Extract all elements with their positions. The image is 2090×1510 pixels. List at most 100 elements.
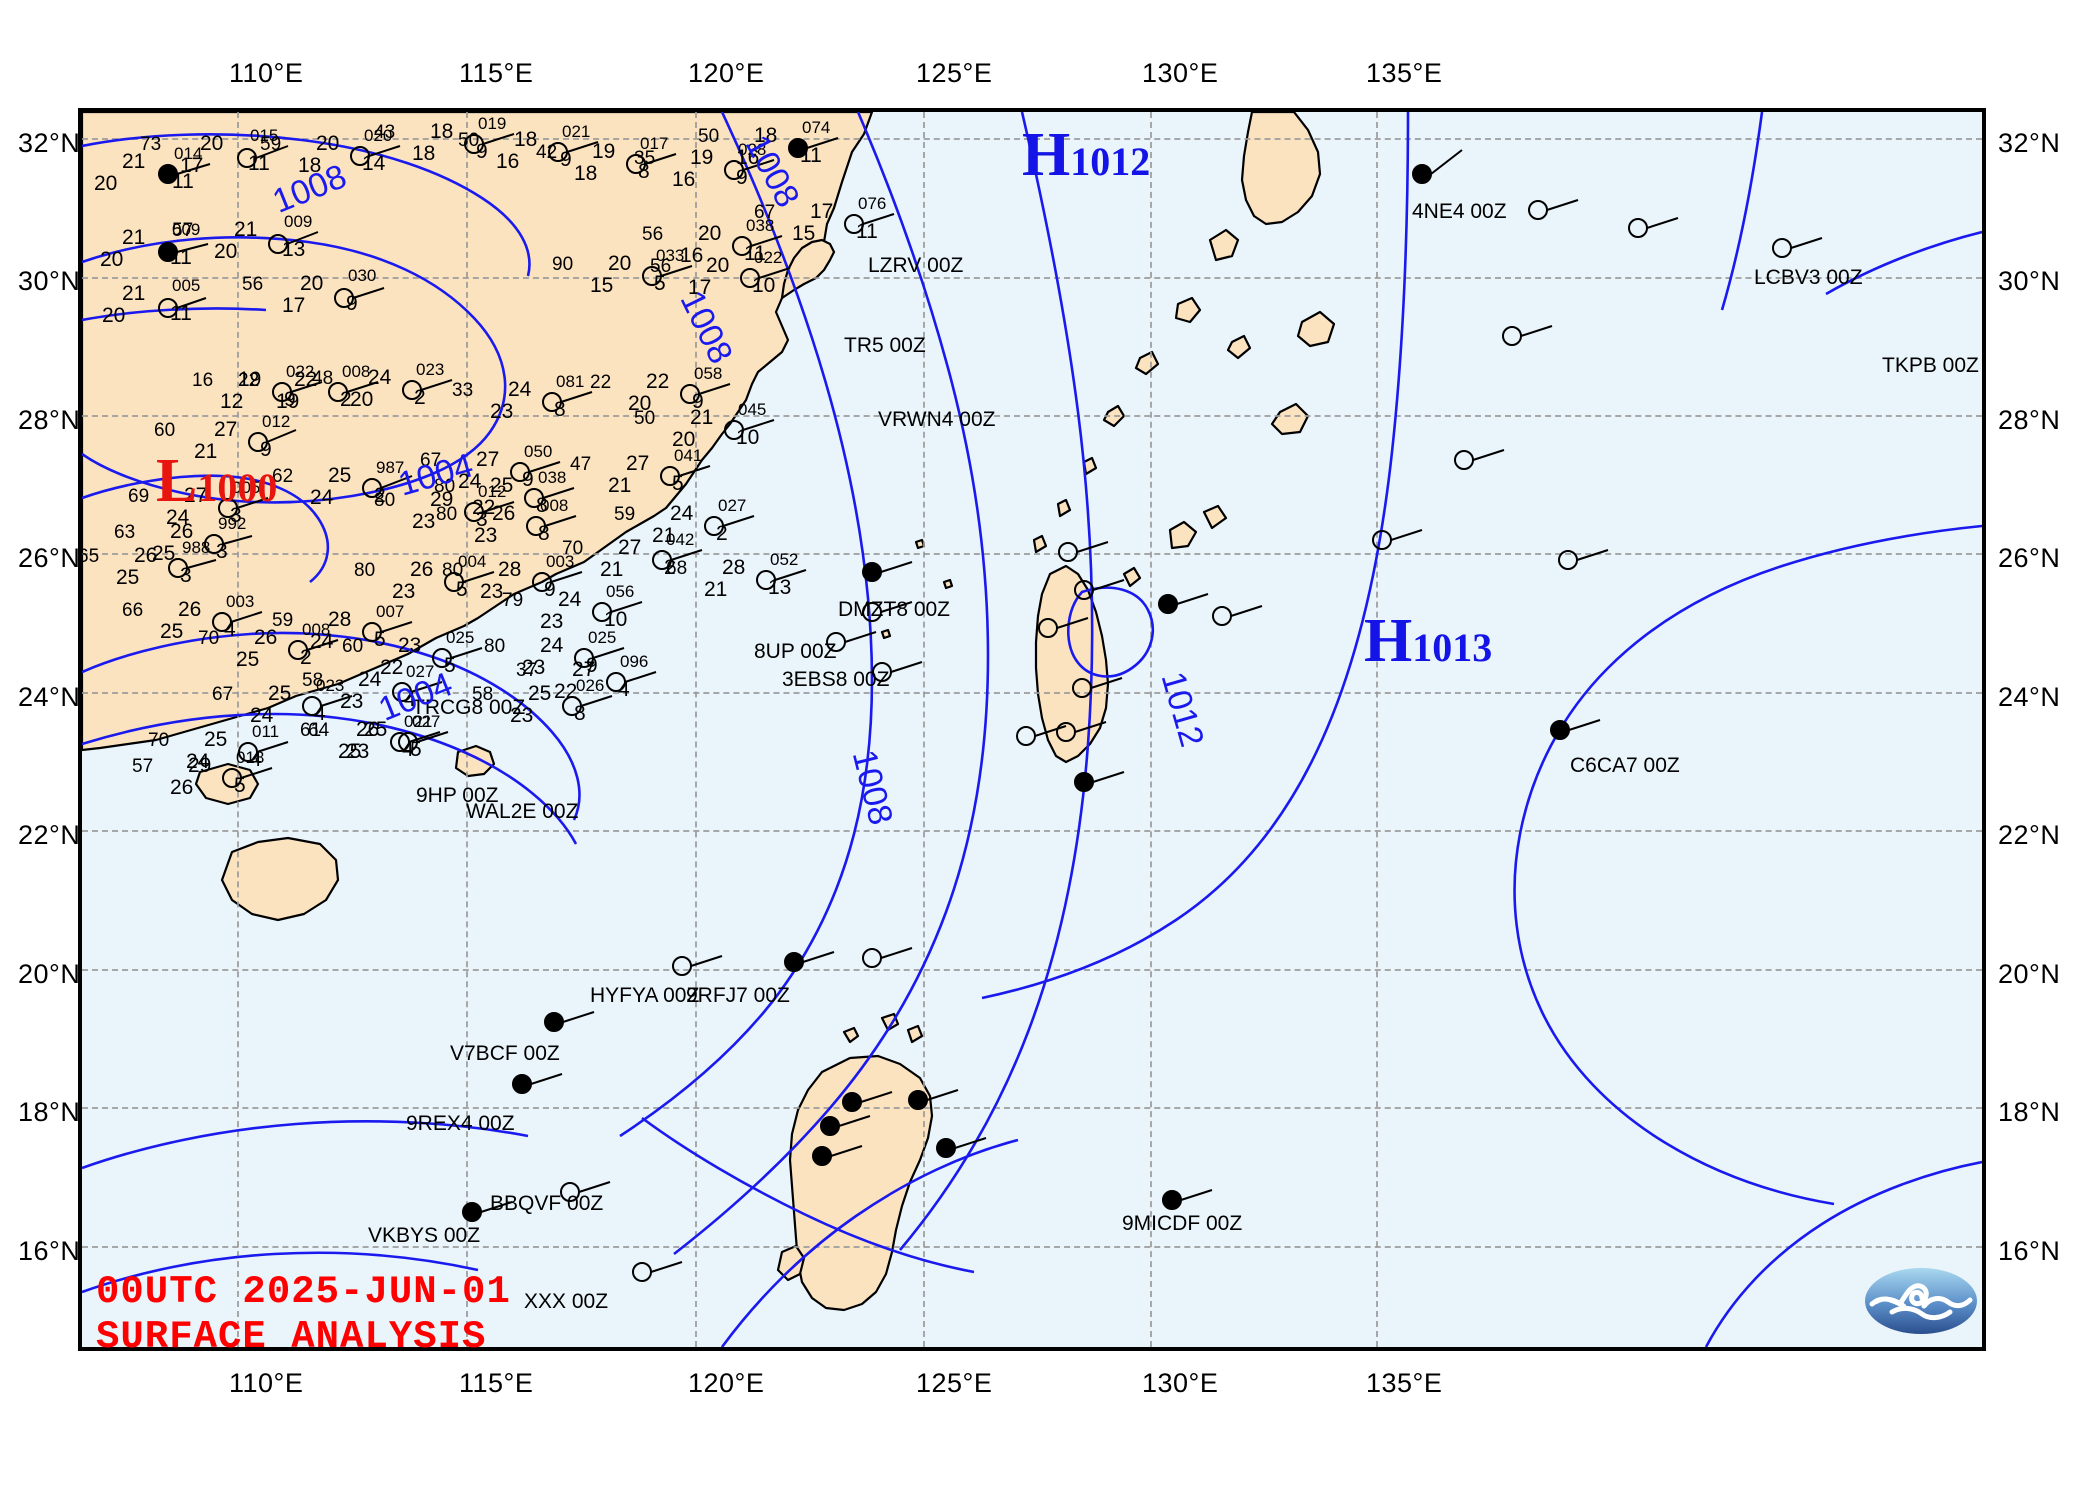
lat-tick-right-8: 16°N [1998,1236,2061,1266]
lon-tick-bot-3: 125°E [916,1368,993,1398]
station-pressure: 014 [174,144,203,163]
station-vis: 37 [516,660,538,681]
station-vis: 61 [300,720,322,741]
station-temp: 28 [328,608,352,631]
station-cloud: 11 [248,152,270,175]
lon-tick-top-5: 135°E [1366,58,1443,88]
station-temp: 25 [328,464,352,487]
station-dewpoint: 25 [116,566,140,589]
lon-tick-bot-4: 130°E [1142,1368,1219,1398]
station-pressure: 992 [218,514,247,533]
station-temp: 28 [722,556,746,579]
ship-id: TRCG8 00Z [412,696,526,719]
lat-tick-right-2: 28°N [1998,405,2061,435]
station-vis: 56 [242,274,264,295]
station-temp: 26 [170,520,194,543]
high-value: 1012 [1070,139,1151,184]
ship-id: 9REX4 00Z [406,1112,515,1135]
station-temp: 26 [134,544,158,567]
station-dewpoint: 20 [672,428,696,451]
station-cloud: 4 [224,618,236,641]
station-temp: 27 [618,536,642,559]
station-pressure: 052 [770,550,799,569]
lon-tick-bot-2: 120°E [688,1368,765,1398]
station-cloud: 9 [260,438,272,461]
lon-tick-top-3: 125°E [916,58,993,88]
station-vis: 22 [238,370,260,391]
station-temp: 24 [368,366,392,389]
station-vis: 79 [502,590,524,611]
station-pressure: 005 [232,478,261,497]
station-dewpoint: 18 [574,162,598,185]
lat-tick-left-1: 30°N [18,266,81,296]
ship-id: XXX 00Z [524,1290,609,1313]
station-vis: 35 [634,148,656,169]
station-temp: 27 [626,452,650,475]
lat-tick-left-8: 16°N [18,1236,81,1266]
station-dewpoint: 22 [554,680,578,703]
lat-tick-right-0: 32°N [1998,128,2061,158]
station-cloud: 2 [340,388,352,411]
station-pressure: 020 [364,126,393,145]
station-vis: 57 [172,220,194,241]
station-dewpoint: 22 [472,496,496,519]
station-temp: 19 [238,368,262,391]
station-dewpoint: 25 [236,648,260,671]
station-vis: 22 [590,372,612,393]
station-cloud: 9 [346,292,358,315]
station-cloud: 9 [544,578,556,601]
station-vis: 73 [78,154,79,176]
station-pressure: 096 [620,652,649,671]
station-vis: 65 [78,546,100,567]
station-temp: 19 [690,146,714,169]
high-symbol: H [1364,607,1413,675]
lon-tick-bot-1: 115°E [459,1368,534,1398]
lat-tick-right-1: 30°N [1998,266,2061,296]
analysis-type: SURFACE ANALYSIS [96,1314,487,1359]
station-pressure: 019 [478,114,507,133]
station-pressure: 021 [562,122,591,141]
gridline-lon-135 [1376,112,1378,1347]
station-dewpoint: 22 [380,656,404,679]
station-temp: 27 [572,658,596,681]
ship-id: 3EBS8 00Z [782,668,890,691]
station-temp: 26 [356,718,380,741]
station-vis: 80 [436,504,458,525]
station-cloud: 8 [554,398,566,421]
lon-tick-top-2: 120°E [688,58,765,88]
station-vis: 60 [342,636,364,657]
station-temp: 21 [690,406,714,429]
station-dewpoint: 25 [160,620,184,643]
station-cloud: 9 [586,654,598,677]
lon-tick-top-4: 130°E [1142,58,1219,88]
station-dewpoint: 16 [672,168,696,191]
station-vis: 56 [650,256,672,277]
station-cloud: 11 [800,144,822,167]
station-cloud: 2 [664,556,676,579]
station-dewpoint: 16 [736,146,760,169]
station-vis: 80 [442,560,464,581]
station-temp: 29 [430,488,454,511]
station-vis: 58 [302,670,324,691]
station-pressure: 012 [478,482,507,501]
ship-id: 4NE4 00Z [1412,200,1507,223]
station-cloud: 11 [170,302,192,325]
station-pressure: 027 [718,496,747,515]
station-temp: 20 [200,132,224,155]
station-cloud: 9 [476,140,488,163]
station-vis: 73 [140,134,162,155]
station-cloud: 5 [456,578,468,601]
gridline-lon-125 [923,112,925,1347]
high-pressure-center-1012: H1012 [1022,124,1150,186]
station-pressure: 042 [666,530,695,549]
station-cloud: 8 [538,522,550,545]
lon-tick-bot-0: 110°E [229,1368,304,1398]
station-pressure: 045 [738,400,767,419]
station-cloud: 3 [230,504,242,527]
station-vis: 43 [374,122,396,143]
station-pressure: 007 [376,602,405,621]
station-pressure: 021 [404,712,433,731]
station-pressure: 041 [674,446,703,465]
station-temp: 20 [608,252,632,275]
analysis-title: 00UTC 2025-JUN-01 SURFACE ANALYSIS [96,1270,511,1360]
